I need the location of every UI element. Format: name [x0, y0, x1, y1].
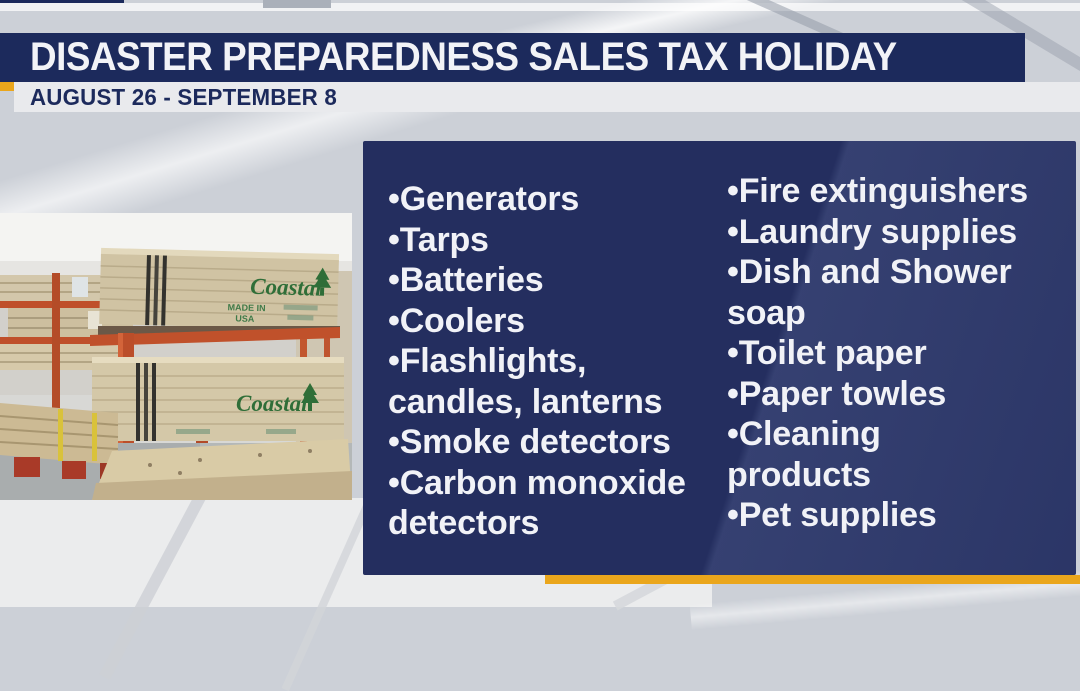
rack-beam: [90, 327, 340, 346]
list-line: detectors: [388, 504, 540, 542]
list-line: •Pet supplies: [727, 496, 937, 534]
photo-lumber-warehouse: Coastal MADE IN USA: [0, 213, 352, 500]
list-line: •Dish and Shower: [727, 253, 1012, 291]
list-line: •Tarps: [388, 220, 489, 259]
made-in-text: MADE IN: [227, 302, 265, 313]
date-range-text: AUGUST 26 - SEPTEMBER 8: [30, 83, 337, 110]
list-line: •Fire extinguishers: [727, 172, 1028, 210]
background-streak: [0, 3, 1080, 11]
list-line: •Paper towles: [727, 374, 947, 413]
plywood-bundle-top: Coastal MADE IN USA: [99, 247, 340, 331]
lumber-warehouse-illustration: Coastal MADE IN USA: [0, 213, 352, 500]
list-line: candles, lanterns: [388, 382, 663, 421]
list-line: •Toilet paper: [727, 334, 927, 372]
list-line: •Cleaning: [727, 415, 881, 453]
list-line: •Batteries: [388, 261, 544, 299]
foreground-plywood: [92, 439, 352, 500]
list-line: products: [727, 455, 871, 494]
list-line: •Flashlights,: [388, 342, 587, 380]
pine-tree-icon: [313, 267, 332, 296]
usa-text: USA: [235, 313, 255, 324]
headline-text: DISASTER PREPAREDNESS SALES TAX HOLIDAY: [30, 35, 897, 79]
pine-tree-icon: [301, 383, 319, 411]
list-line: soap: [727, 293, 806, 332]
list-line: •Generators: [388, 180, 580, 218]
date-bar: AUGUST 26 - SEPTEMBER 8: [14, 82, 1080, 112]
news-fullscreen-graphic: { "header": { "title": "DISASTER PREPARE…: [0, 0, 1080, 631]
top-edge-navy-strip: [0, 0, 124, 3]
coastal-logo-text: Coastal: [250, 274, 323, 301]
yellow-accent-chip: [0, 82, 14, 91]
list-column-left: •Generators •Tarps •Batteries •Coolers •Flas…: [388, 179, 686, 544]
list-line: •Laundry supplies: [727, 212, 1017, 251]
background-tab: [263, 0, 331, 8]
list-line: •Carbon monoxide: [388, 463, 686, 502]
gold-underline-bar: [545, 575, 1080, 584]
coastal-logo-text: Coastal: [236, 391, 308, 416]
plywood-bundle-bottom: Coastal: [92, 357, 344, 441]
list-column-right: •Fire extinguishers •Laundry supplies •Dis…: [727, 171, 1028, 536]
list-line: •Smoke detectors: [388, 423, 671, 461]
headline-bar: DISASTER PREPAREDNESS SALES TAX HOLIDAY: [0, 33, 1025, 82]
list-line: •Coolers: [388, 301, 525, 340]
content-panel: •Generators •Tarps •Batteries •Coolers •Flas…: [363, 141, 1076, 575]
